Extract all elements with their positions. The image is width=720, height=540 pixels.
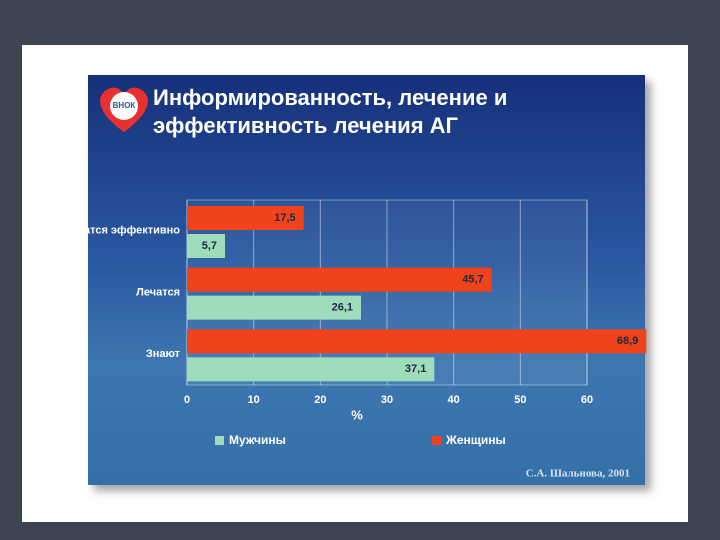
value-label: 37,1 <box>405 363 426 375</box>
bar <box>187 267 492 292</box>
value-label: 5,7 <box>202 240 217 252</box>
bar <box>187 295 361 320</box>
value-label: 17,5 <box>274 212 295 224</box>
legend-label: Женщины <box>445 433 506 447</box>
legend-label: Мужчины <box>229 433 286 447</box>
value-label: 68,9 <box>617 335 638 347</box>
x-tick-label: 40 <box>448 394 460 406</box>
x-tick-label: 50 <box>514 394 526 406</box>
logo-circle <box>110 92 138 120</box>
bar <box>187 234 225 258</box>
x-tick-label: 30 <box>381 394 393 406</box>
legend-swatch <box>215 436 224 445</box>
value-label: 45,7 <box>462 274 483 286</box>
bar <box>187 329 647 354</box>
category-label: Лечатся эффективно <box>64 225 180 237</box>
category-label: Знают <box>146 348 181 360</box>
x-tick-label: 20 <box>314 394 326 406</box>
x-tick-label: 60 <box>581 394 593 406</box>
x-tick-label: 0 <box>184 394 190 406</box>
bar <box>187 206 304 230</box>
chart-title: Информированность, лечение и эффективнос… <box>153 85 508 138</box>
credit: С.А. Шальнова, 2001 <box>526 468 630 480</box>
bar <box>187 357 435 382</box>
legend-swatch <box>432 436 441 445</box>
x-tick-label: 10 <box>248 394 260 406</box>
category-label: Лечатся <box>136 286 180 298</box>
value-label: 26,1 <box>332 302 353 314</box>
x-axis-label: % <box>351 407 363 422</box>
plot-area <box>186 199 588 386</box>
logo-text: ВНОК <box>113 101 136 110</box>
